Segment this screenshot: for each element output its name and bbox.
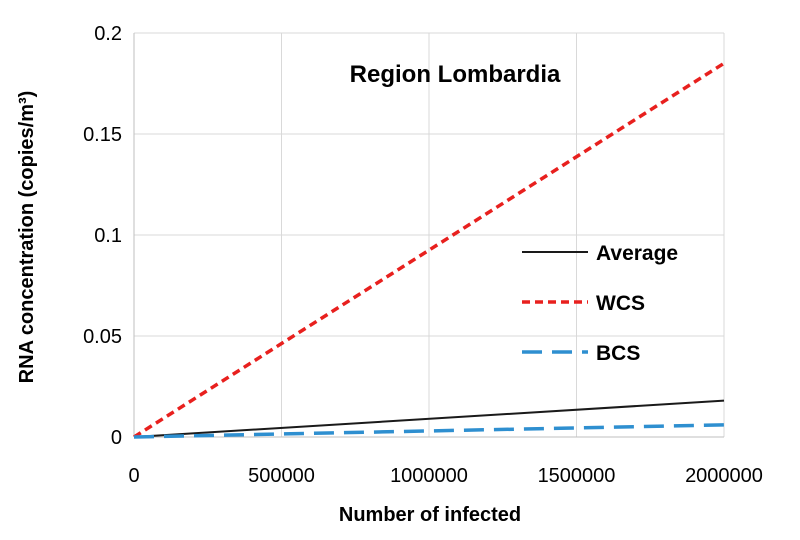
tick-labels: 0 0.05 0.1 0.15 0.2 0 500000 1000000 1500000 2000… — [83, 23, 763, 487]
x-tick-label: 1500000 — [538, 465, 616, 487]
x-tick-label: 2000000 — [685, 465, 763, 487]
legend-label-wcs: WCS — [596, 292, 645, 315]
chart-title: Region Lombardia — [350, 61, 561, 88]
legend-label-bcs: BCS — [596, 342, 640, 365]
y-tick-label: 0.05 — [83, 326, 122, 348]
series-line-bcs — [133, 423, 725, 439]
legend: Average WCS BCS — [522, 242, 678, 365]
y-tick-label: 0.2 — [94, 23, 122, 45]
x-axis-label: Number of infected — [339, 504, 521, 526]
x-tick-label: 0 — [128, 465, 139, 487]
y-tick-label: 0 — [111, 427, 122, 449]
x-tick-label: 500000 — [248, 465, 315, 487]
legend-label-average: Average — [596, 242, 678, 265]
x-tick-label: 1000000 — [390, 465, 468, 487]
grid — [134, 32, 725, 437]
series-lines — [133, 61, 725, 439]
y-tick-label: 0.15 — [83, 124, 122, 146]
axes — [133, 33, 724, 438]
y-tick-label: 0.1 — [94, 225, 122, 247]
y-axis-label: RNA concentration (copies/m³) — [16, 91, 38, 384]
series-line-average — [133, 399, 725, 438]
